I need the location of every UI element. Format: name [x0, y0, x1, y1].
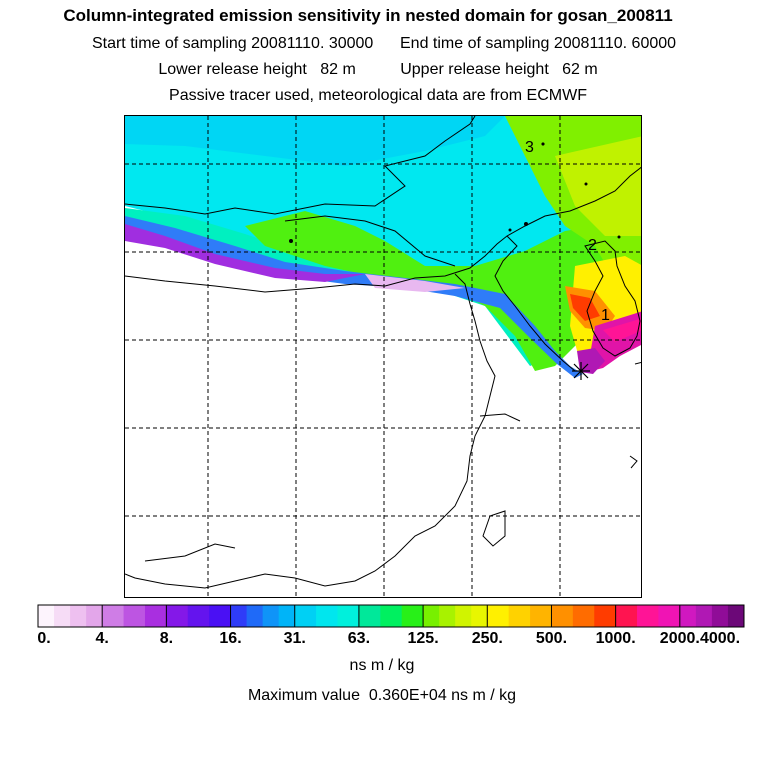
plume-lime-ne	[555, 136, 641, 236]
colorbar-tick-label: 16.	[219, 630, 242, 647]
colorbar-tick-label: 31.	[283, 630, 306, 647]
colorbar-tick-label: 4000.	[699, 630, 741, 647]
map-label-3: 3	[525, 139, 534, 156]
colorbar-swatch	[439, 605, 456, 627]
colorbar-swatch	[487, 605, 510, 627]
colorbar-tick-label: 125.	[407, 630, 439, 647]
sampling-time-line: Start time of sampling 20081110. 30000 E…	[91, 35, 677, 52]
colorbar-swatch	[123, 605, 146, 627]
colorbar-swatch	[337, 605, 360, 627]
colorbar-tick-label: 500.	[535, 630, 568, 647]
colorbar-swatch	[187, 605, 210, 627]
plume-cyan-north	[125, 116, 505, 166]
colorbar-swatch	[246, 605, 264, 627]
colorbar-swatch	[401, 605, 424, 627]
colorbar-tick-label: 63.	[347, 630, 371, 647]
colorbar-swatch	[508, 605, 531, 627]
colorbar-swatch	[455, 605, 472, 627]
emission-sensitivity-map: 1 2 3	[124, 115, 642, 598]
colorbar-tick-label: 0.	[37, 630, 51, 647]
map-label-2: 2	[588, 237, 597, 254]
colorbar-swatch	[144, 605, 167, 627]
colorbar-swatch	[54, 605, 71, 627]
colorbar-swatch	[70, 605, 87, 627]
colorbar-border	[37, 604, 745, 628]
colorbar-swatch	[230, 605, 248, 627]
colorbar-tick-label: 2000.	[659, 630, 700, 647]
map-label-1: 1	[601, 307, 610, 324]
colorbar	[37, 604, 745, 628]
coastlines	[125, 116, 641, 589]
colorbar-units: ns m / kg	[349, 657, 415, 674]
colorbar-tick-label: 8.	[159, 630, 174, 647]
maximum-value-text: Maximum value 0.360E+04 ns m / kg	[247, 687, 517, 704]
receptor-star-marker	[572, 362, 590, 380]
colorbar-swatch	[262, 605, 280, 627]
colorbar-swatch	[166, 605, 189, 627]
colorbar-swatch	[358, 605, 381, 627]
tracer-info-line: Passive tracer used, meteorological data…	[169, 87, 587, 104]
colorbar-tick-label: 250.	[471, 630, 503, 647]
plume-green-band	[245, 211, 641, 371]
colorbar-swatch	[380, 605, 403, 627]
plume-red-core	[570, 294, 600, 321]
release-height-line: Lower release height 82 m Upper release …	[158, 61, 598, 78]
plume-edge-band	[125, 216, 583, 378]
colorbar-swatch	[711, 605, 729, 627]
colorbar-swatch	[530, 605, 552, 627]
plume-lavender-fringe	[365, 274, 465, 292]
colorbar-swatch	[316, 605, 339, 627]
colorbar-swatch	[86, 605, 103, 627]
lat-lon-grid	[125, 116, 641, 597]
colorbar-swatch	[615, 605, 638, 627]
plume-purple-band	[125, 224, 365, 282]
colorbar-swatch	[423, 605, 440, 627]
colorbar-swatch	[637, 605, 659, 627]
plume-magenta-sw-korea-inner	[603, 318, 641, 342]
colorbar-swatch	[551, 605, 574, 627]
colorbar-swatch	[695, 605, 713, 627]
colorbar-swatch	[727, 605, 745, 627]
colorbar-tick-label: 4.	[95, 630, 109, 647]
colorbar-swatch	[658, 605, 681, 627]
colorbar-tick-label: 1000.	[595, 630, 636, 647]
plot-title: Column-integrated emission sensitivity i…	[63, 6, 673, 25]
colorbar-swatch	[572, 605, 595, 627]
colorbar-swatch	[471, 605, 488, 627]
colorbar-swatch	[102, 605, 125, 627]
map-canvas: 1 2 3	[125, 116, 641, 597]
colorbar-swatch	[38, 605, 55, 627]
colorbar-swatch	[594, 605, 617, 627]
colorbar-swatch	[209, 605, 232, 627]
colorbar-swatch	[679, 605, 697, 627]
colorbar-swatch	[278, 605, 296, 627]
colorbar-swatch	[294, 605, 317, 627]
